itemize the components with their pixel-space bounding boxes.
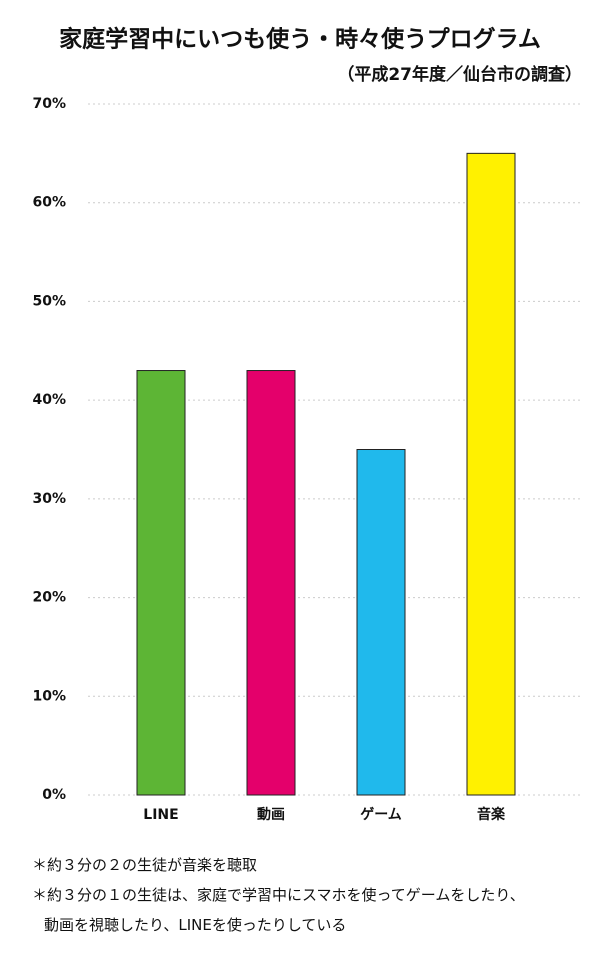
y-tick-label: 0% xyxy=(42,787,66,803)
chart: 家庭学習中にいつも使う・時々使うプログラム （平成27年度／仙台市の調査） 0%… xyxy=(32,26,582,824)
bar xyxy=(466,152,516,796)
y-tick-label: 70% xyxy=(32,96,66,112)
y-tick-label: 10% xyxy=(32,688,66,704)
notes: ＊約３分の２の生徒が音楽を聴取 ＊約３分の１の生徒は、家庭で学習中にスマホを使っ… xyxy=(32,850,536,940)
chart-title: 家庭学習中にいつも使う・時々使うプログラム xyxy=(59,26,541,53)
x-tick-label: 音楽 xyxy=(477,806,506,823)
note: ＊約３分の２の生徒が音楽を聴取 xyxy=(32,856,258,874)
y-tick-label: 60% xyxy=(32,195,66,211)
y-tick-label: 40% xyxy=(32,392,66,408)
bar xyxy=(356,449,406,796)
y-tick-label: 20% xyxy=(32,590,66,606)
x-tick-label: ゲーム xyxy=(360,806,402,823)
bar xyxy=(246,370,296,796)
bar xyxy=(136,370,186,796)
y-tick-label: 30% xyxy=(32,491,66,507)
note: ＊約３分の１の生徒は、家庭で学習中にスマホを使ってゲームをしたり、動画を視聴した… xyxy=(32,886,525,934)
y-tick-label: 50% xyxy=(32,293,66,309)
x-tick-label: LINE xyxy=(143,807,178,823)
chart-subtitle: （平成27年度／仙台市の調査） xyxy=(337,64,582,85)
x-tick-label: 動画 xyxy=(257,806,285,823)
